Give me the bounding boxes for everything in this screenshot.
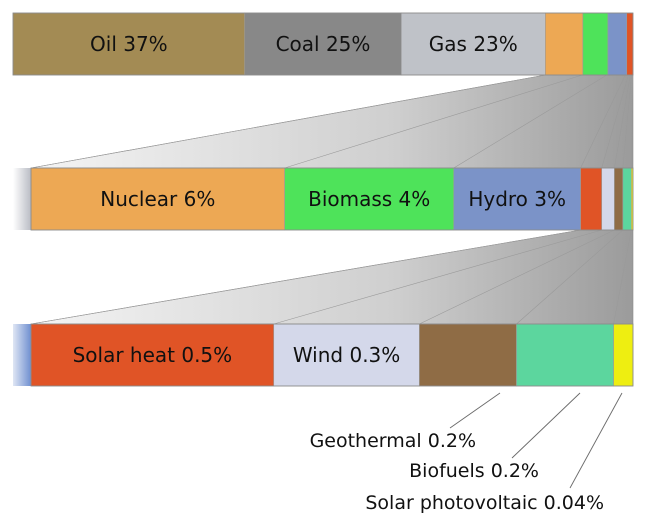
zoom-fan-line-2-0 [30, 229, 581, 325]
bar2-frame [30, 167, 634, 231]
zoom-fan-line-1-5 [614, 74, 631, 169]
bar2-label-nuclear: Nuclear 6% [100, 187, 215, 211]
bar2-label-hydro: Hydro 3% [468, 187, 566, 211]
bar1-segment-other-renewables [626, 12, 634, 76]
bar1-segment-hydro [607, 12, 628, 76]
bar2-segment-geothermal [614, 167, 624, 231]
bar3-segment-solar-heat [30, 323, 275, 387]
zoom-fan-line-1-0 [30, 74, 546, 169]
bar3-label-wind: Wind 0.3% [293, 343, 400, 367]
zoom-fan-line-2-3 [516, 229, 624, 325]
zoom-fan-line-1-7 [631, 74, 634, 169]
callout-line-biofuels [511, 392, 581, 459]
callout-label-geothermal: Geothermal 0.2% [310, 430, 476, 452]
bar3-left-stub [13, 324, 31, 386]
bar3-segment-solar-photovoltaic [613, 323, 634, 387]
bar2-segment-wind [601, 167, 615, 231]
bar1-label-gas: Gas 23% [429, 32, 518, 56]
bar1-segment-nuclear [545, 12, 584, 76]
zoom-fan-line-2-4 [613, 229, 632, 325]
bar-level-1: Oil 37% Coal 25% Gas 23% [12, 12, 634, 76]
bar3-segment-geothermal [419, 323, 517, 387]
zoom-fan-line-1-6 [622, 74, 632, 169]
zoom-fan-line-1-2 [453, 74, 608, 169]
bar-level-2: Nuclear 6% Biomass 4% Hydro 3% [30, 167, 634, 231]
zoom-fan-line-1-3 [580, 74, 626, 169]
callout-line-solar-photovoltaic [569, 392, 623, 489]
bar2-segment-solar-heat [580, 167, 603, 231]
zoom-wedge-2 [30, 229, 634, 325]
zoom-wedge-1 [30, 74, 634, 169]
bar2-segment-nuclear [30, 167, 285, 231]
bar1-label-oil: Oil 37% [90, 32, 168, 56]
bar3-segment-biofuels [516, 323, 614, 387]
bar2-segment-biofuels [622, 167, 632, 231]
zoom-fan-line-1-4 [601, 74, 629, 169]
callout-labels: Geothermal 0.2% Biofuels 0.2% Solar photov… [310, 392, 623, 514]
bar2-segment-biomass [284, 167, 455, 231]
callout-line-geothermal [449, 392, 501, 429]
bar1-segment-biomass [582, 12, 609, 76]
bar1-frame [12, 12, 634, 76]
bar3-label-solar-heat: Solar heat 0.5% [73, 343, 233, 367]
bar2-label-biomass: Biomass 4% [308, 187, 430, 211]
zoom-connectors [30, 74, 634, 325]
bar3-segment-wind [273, 323, 420, 387]
callout-label-biofuels: Biofuels 0.2% [409, 460, 539, 482]
bar2-left-stub [13, 168, 31, 230]
zoom-fan-line-1-1 [284, 74, 583, 169]
bar1-label-coal: Coal 25% [276, 32, 371, 56]
bar3-frame [30, 323, 634, 387]
bar-level-3: Solar heat 0.5% Wind 0.3% [30, 323, 634, 387]
callout-label-solar-photovoltaic: Solar photovoltaic 0.04% [365, 492, 604, 514]
zoom-fan-line-2-2 [419, 229, 615, 325]
zoom-fan-line-2-1 [273, 229, 602, 325]
